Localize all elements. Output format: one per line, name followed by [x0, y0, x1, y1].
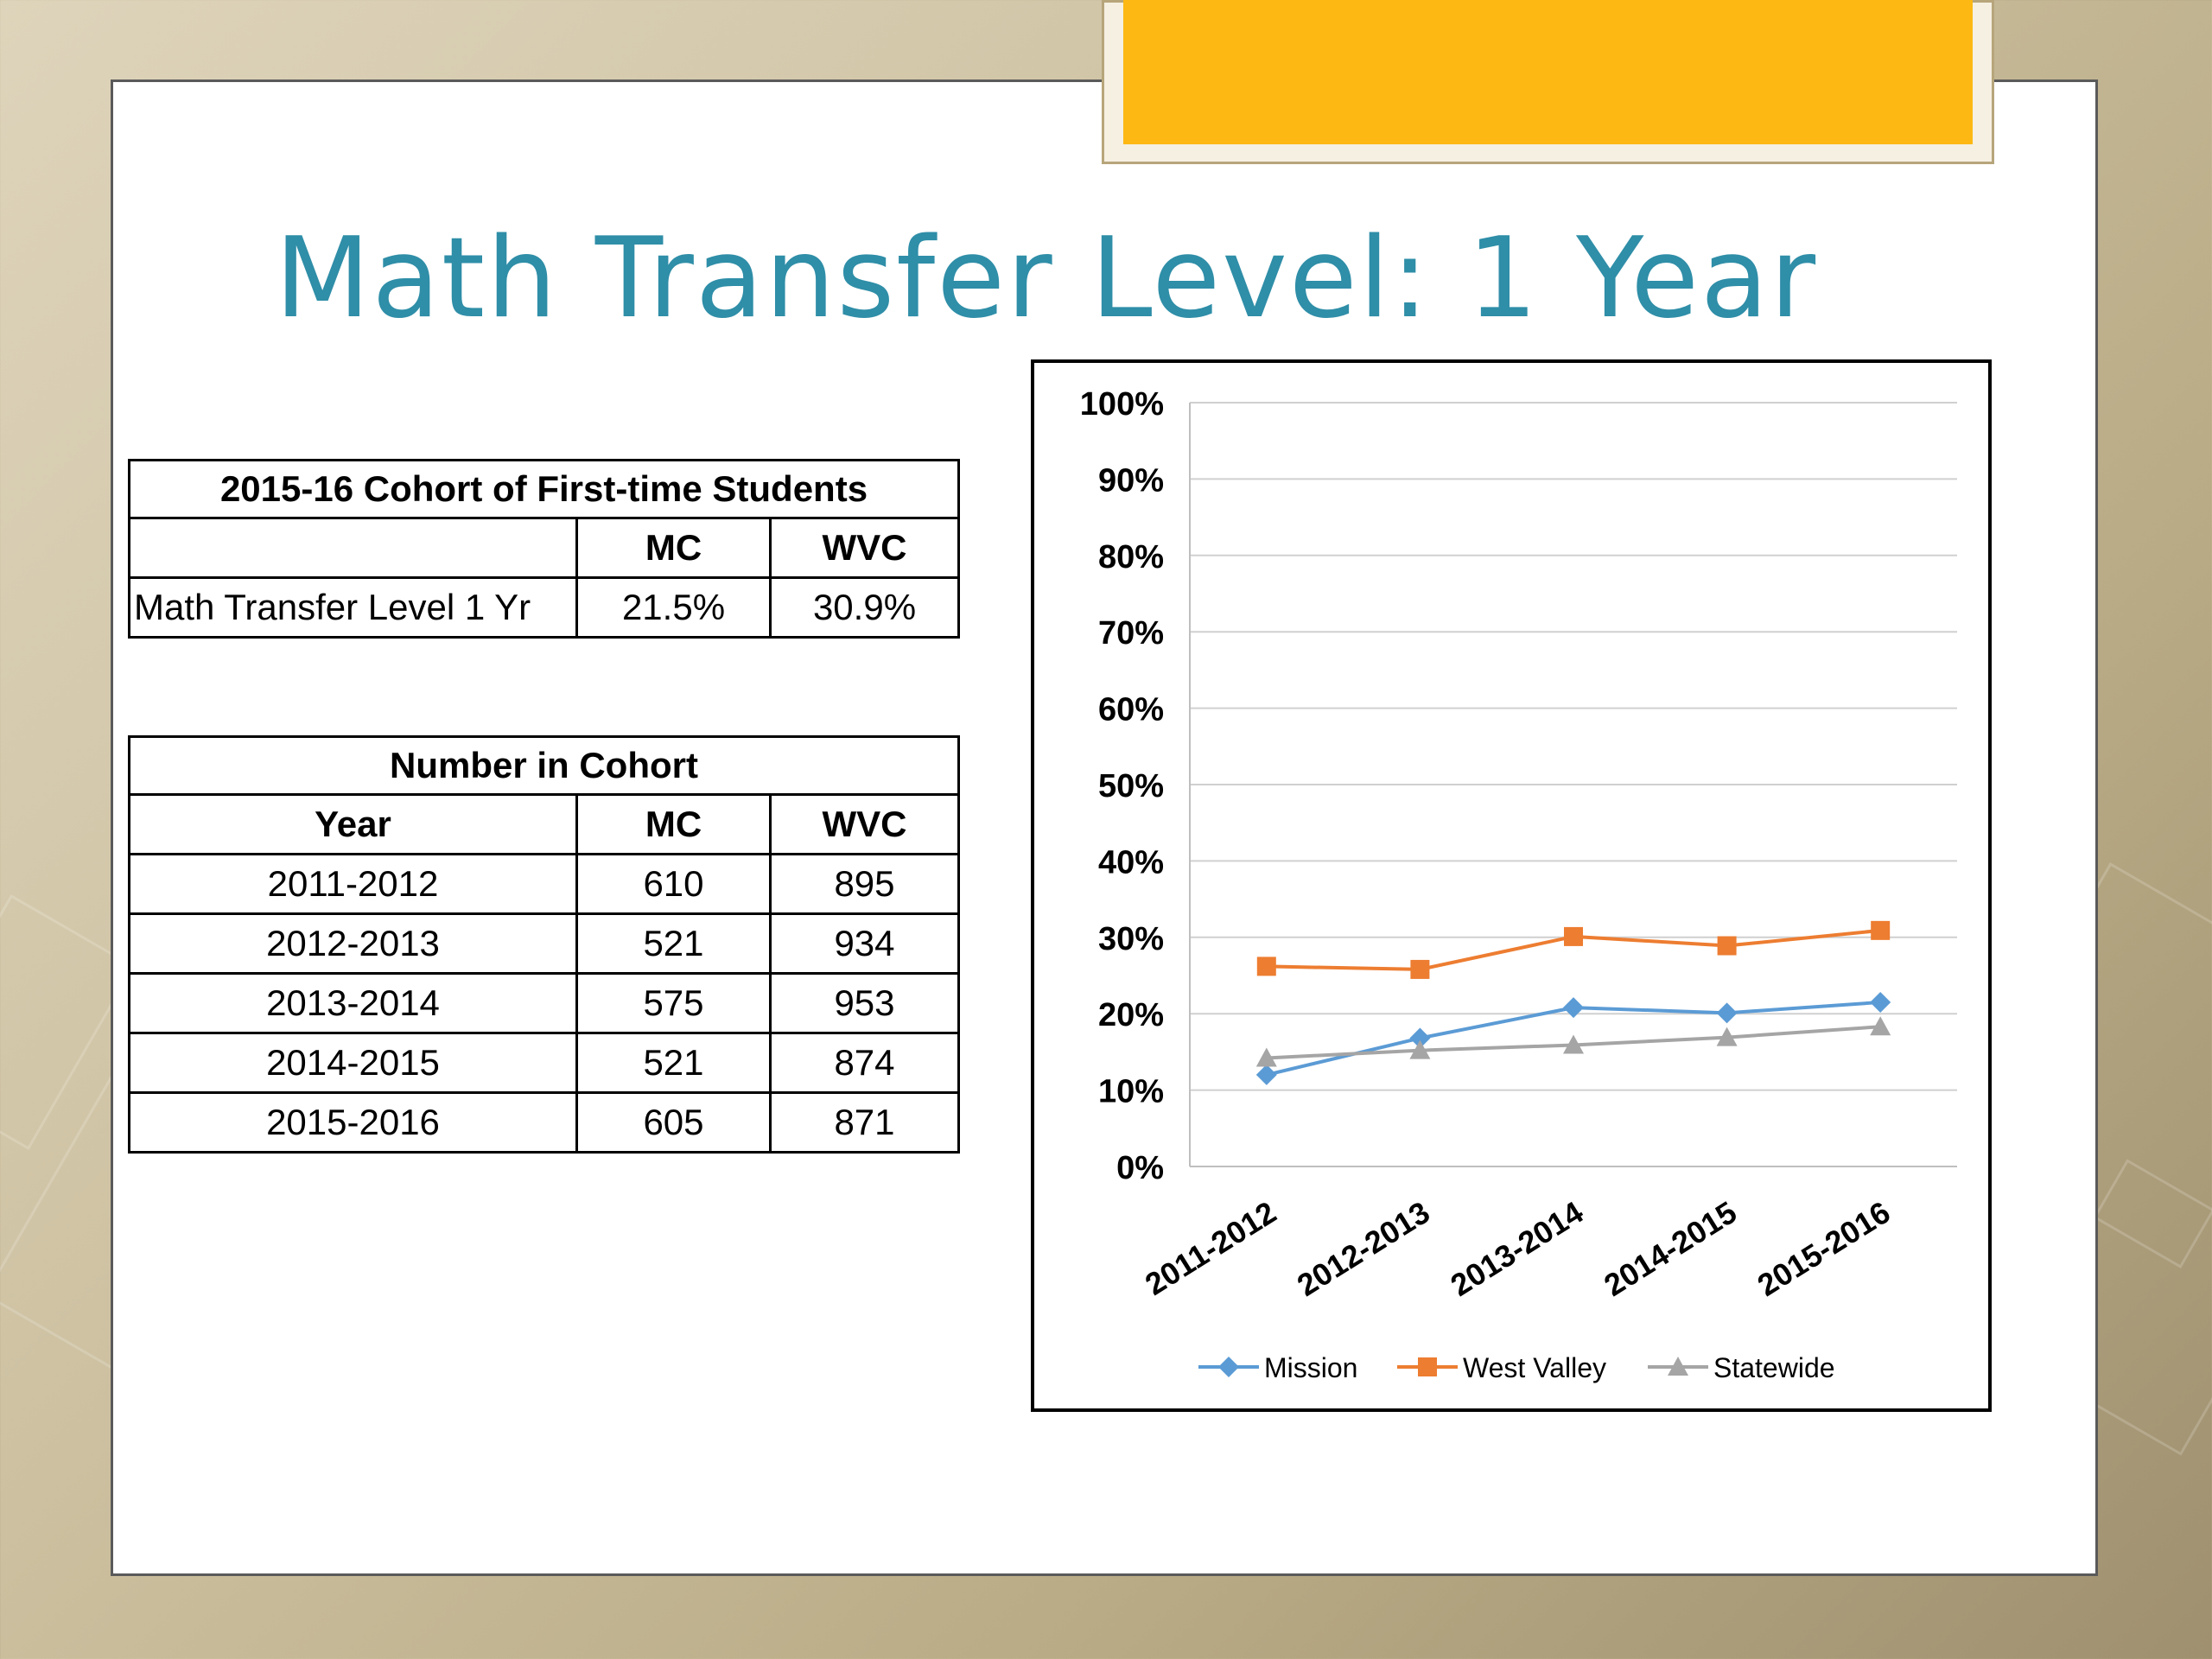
- data-point-mission: [1563, 997, 1584, 1019]
- x-tick-label: 2012-2013: [1291, 1194, 1436, 1303]
- y-tick-label: 90%: [1098, 462, 1164, 499]
- cell-year: 2011-2012: [128, 853, 578, 915]
- table-row: 2015-2016 605 871: [128, 1091, 960, 1154]
- x-tick-label: 2011-2012: [1139, 1194, 1282, 1302]
- column-header-mc: MC: [575, 793, 772, 855]
- cell-wvc: 871: [769, 1091, 960, 1154]
- line-chart: 0% 10% 20% 30% 40% 50% 60% 70% 80% 90% 100% 2011-20…: [1031, 359, 1992, 1412]
- y-tick-label: 40%: [1098, 844, 1164, 880]
- y-tick-label: 60%: [1098, 692, 1164, 728]
- data-point-mission: [1255, 1064, 1277, 1085]
- cell-mc: 610: [575, 853, 772, 915]
- cell-wvc: 934: [769, 912, 960, 975]
- data-point-statewide: [1409, 1039, 1431, 1059]
- y-tick-label: 0%: [1116, 1150, 1164, 1186]
- data-point-mission: [1716, 1002, 1738, 1024]
- legend-marker: [1418, 1357, 1437, 1376]
- data-point-west-valley: [1717, 936, 1737, 956]
- y-tick-label: 70%: [1098, 615, 1164, 652]
- column-header-mc: MC: [575, 517, 772, 579]
- cell-year: 2012-2013: [128, 912, 578, 975]
- legend-label: Mission: [1264, 1352, 1357, 1383]
- cell-mc: 521: [575, 912, 772, 975]
- data-point-west-valley: [1564, 926, 1583, 946]
- legend-marker: [1668, 1357, 1688, 1376]
- cell-mc: 605: [575, 1091, 772, 1154]
- column-header-wvc: WVC: [769, 517, 960, 579]
- data-point-mission: [1870, 991, 1891, 1013]
- table-header-row: Number in Cohort: [128, 735, 960, 796]
- table-row: 2012-2013 521 934: [128, 912, 960, 975]
- cell-wvc: 895: [769, 853, 960, 915]
- x-tick-label: 2015-2016: [1751, 1194, 1897, 1303]
- cell-year: 2013-2014: [128, 972, 578, 1034]
- table-row: Math Transfer Level 1 Yr 21.5% 30.9%: [128, 576, 960, 639]
- cell-wvc: 953: [769, 972, 960, 1034]
- y-tick-label: 30%: [1098, 921, 1164, 957]
- y-tick-label: 50%: [1098, 768, 1164, 804]
- cohort-count-table: Number in Cohort Year MC WVC 2011-2012 6…: [128, 735, 960, 1154]
- cell-year: 2014-2015: [128, 1032, 578, 1094]
- row-label: Math Transfer Level 1 Yr: [128, 576, 578, 639]
- chart-svg: 0% 10% 20% 30% 40% 50% 60% 70% 80% 90% 100% 2011-20…: [1080, 386, 1957, 1383]
- table-header-row: 2015-16 Cohort of First-time Students: [128, 459, 960, 519]
- column-header-blank: [128, 517, 578, 579]
- legend-label: West Valley: [1463, 1352, 1606, 1383]
- table-column-row: Year MC WVC: [128, 793, 960, 855]
- y-tick-label: 20%: [1098, 997, 1164, 1033]
- data-point-statewide: [1255, 1047, 1277, 1067]
- y-tick-label: 80%: [1098, 539, 1164, 575]
- accent-tab: [1123, 0, 1973, 144]
- data-point-west-valley: [1256, 957, 1276, 976]
- data-point-statewide: [1870, 1016, 1891, 1036]
- data-point-west-valley: [1871, 920, 1891, 940]
- legend-marker: [1218, 1357, 1239, 1377]
- data-point-mission: [1409, 1027, 1431, 1049]
- table-column-row: MC WVC: [128, 517, 960, 579]
- data-point-west-valley: [1410, 959, 1430, 979]
- cell-mc: 575: [575, 972, 772, 1034]
- legend-label: Statewide: [1713, 1352, 1835, 1383]
- cohort-rate-table: 2015-16 Cohort of First-time Students MC…: [128, 459, 960, 639]
- table-title: Number in Cohort: [128, 735, 960, 796]
- data-point-statewide: [1563, 1034, 1584, 1054]
- slide-title: Math Transfer Level: 1 Year: [275, 214, 1818, 343]
- cell-year: 2015-2016: [128, 1091, 578, 1154]
- table-row: 2011-2012 610 895: [128, 853, 960, 915]
- cell-mc: 521: [575, 1032, 772, 1094]
- table-title: 2015-16 Cohort of First-time Students: [128, 459, 960, 519]
- column-header-year: Year: [128, 793, 578, 855]
- y-tick-label: 10%: [1098, 1074, 1164, 1110]
- x-tick-label: 2013-2014: [1445, 1194, 1590, 1303]
- cell-mc: 21.5%: [575, 576, 772, 639]
- x-tick-label: 2014-2015: [1598, 1194, 1743, 1303]
- column-header-wvc: WVC: [769, 793, 960, 855]
- y-tick-label: 100%: [1080, 386, 1164, 423]
- cell-wvc: 874: [769, 1032, 960, 1094]
- table-row: 2014-2015 521 874: [128, 1032, 960, 1094]
- data-point-statewide: [1716, 1027, 1738, 1046]
- table-row: 2013-2014 575 953: [128, 972, 960, 1034]
- cell-wvc: 30.9%: [769, 576, 960, 639]
